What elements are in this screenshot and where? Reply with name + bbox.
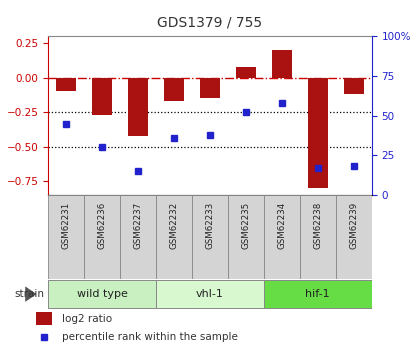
Text: GSM62237: GSM62237 xyxy=(134,202,143,249)
Polygon shape xyxy=(25,286,37,302)
Bar xyxy=(48,280,156,308)
Bar xyxy=(56,78,76,91)
Bar xyxy=(236,67,256,78)
Bar xyxy=(192,195,228,279)
Text: GSM62238: GSM62238 xyxy=(313,202,322,249)
Text: hif-1: hif-1 xyxy=(305,289,330,299)
Text: GDS1379 / 755: GDS1379 / 755 xyxy=(158,16,262,30)
Text: GSM62232: GSM62232 xyxy=(170,202,178,249)
Bar xyxy=(92,78,112,115)
Text: GSM62231: GSM62231 xyxy=(62,202,71,249)
Bar xyxy=(128,78,148,136)
Bar xyxy=(308,78,328,188)
Text: GSM62236: GSM62236 xyxy=(98,202,107,249)
Text: percentile rank within the sample: percentile rank within the sample xyxy=(62,332,237,342)
Bar xyxy=(37,313,52,325)
Bar xyxy=(200,78,220,98)
Bar xyxy=(264,195,300,279)
Text: strain: strain xyxy=(14,289,44,299)
Bar xyxy=(336,195,372,279)
Bar xyxy=(156,280,264,308)
Text: log2 ratio: log2 ratio xyxy=(62,314,112,324)
Text: vhl-1: vhl-1 xyxy=(196,289,224,299)
Bar xyxy=(300,195,336,279)
Bar xyxy=(228,195,264,279)
Bar xyxy=(164,78,184,101)
Bar xyxy=(48,195,84,279)
Text: wild type: wild type xyxy=(77,289,128,299)
Text: GSM62234: GSM62234 xyxy=(277,202,286,249)
Text: GSM62233: GSM62233 xyxy=(205,202,215,249)
Bar xyxy=(120,195,156,279)
Text: GSM62235: GSM62235 xyxy=(241,202,250,249)
Bar xyxy=(84,195,120,279)
Text: GSM62239: GSM62239 xyxy=(349,202,358,249)
Bar xyxy=(272,50,292,78)
Bar xyxy=(344,78,364,94)
Bar xyxy=(156,195,192,279)
Bar xyxy=(264,280,372,308)
